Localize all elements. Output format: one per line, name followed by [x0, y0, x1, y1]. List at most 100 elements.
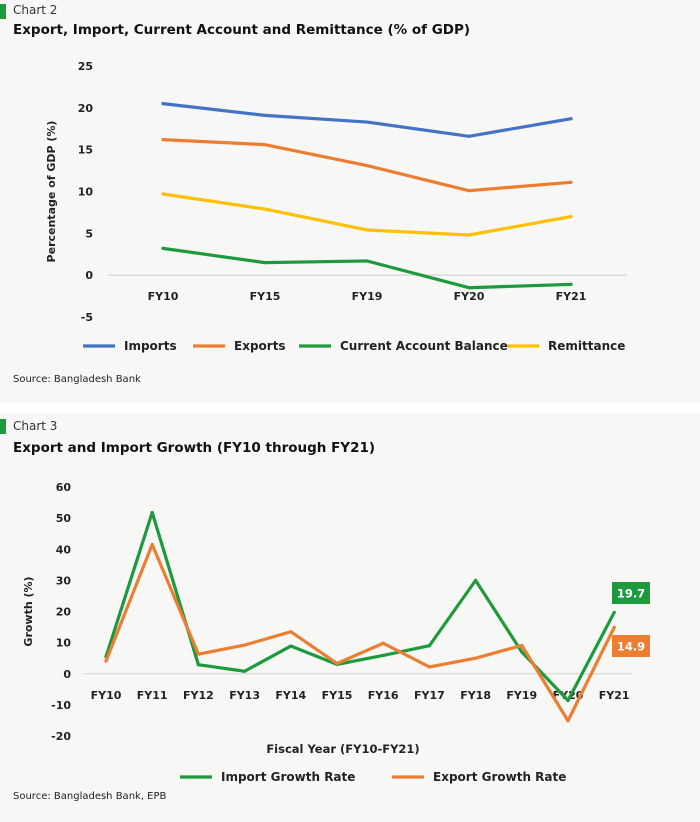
data-point — [520, 650, 524, 654]
chart-2-title: Export, Import, Current Account and Remi… — [13, 22, 471, 38]
data-point — [196, 652, 200, 656]
data-point — [467, 134, 471, 138]
data-point — [104, 659, 108, 663]
end-value-label: 19.7 — [617, 587, 645, 601]
data-point — [289, 644, 293, 648]
y-tick-label: -5 — [81, 311, 93, 324]
data-point — [612, 610, 616, 615]
series-line-0 — [161, 102, 573, 138]
x-tick-label: FY19 — [506, 689, 537, 702]
chart-3-source: Source: Bangladesh Bank, EPB — [13, 791, 167, 802]
x-tick-label: FY13 — [229, 689, 260, 702]
x-tick-label: FY19 — [352, 290, 383, 303]
x-tick-label: FY20 — [454, 290, 485, 303]
data-point — [566, 698, 570, 703]
series-line-2 — [161, 246, 573, 290]
data-point — [289, 630, 293, 634]
legend-label: Export Growth Rate — [433, 770, 566, 784]
end-value-label: 14.9 — [617, 640, 645, 654]
legend-label: Exports — [234, 339, 286, 353]
data-point — [161, 246, 165, 250]
data-point — [161, 138, 165, 142]
y-tick-label: 15 — [78, 144, 93, 157]
data-point — [467, 189, 471, 193]
data-point — [365, 163, 369, 168]
end-value-badge — [612, 582, 650, 604]
chart-2-label: Chart 2 — [13, 3, 58, 17]
chart-2-tag — [0, 4, 6, 19]
data-point — [520, 643, 524, 648]
data-point — [161, 102, 165, 106]
y-axis-title: Percentage of GDP (%) — [45, 121, 58, 263]
data-point — [365, 228, 369, 232]
data-point — [263, 113, 267, 117]
y-tick-label: 30 — [56, 574, 72, 587]
data-point — [263, 261, 267, 265]
y-tick-label: 20 — [56, 606, 72, 619]
data-point — [335, 661, 339, 666]
data-point — [365, 259, 369, 263]
y-tick-label: 25 — [78, 60, 93, 73]
legend-label: Remittance — [548, 339, 625, 353]
y-tick-label: 5 — [85, 227, 93, 240]
y-tick-label: 20 — [78, 102, 94, 115]
x-axis-title: Fiscal Year (FY10-FY21) — [266, 742, 419, 756]
data-point — [569, 117, 573, 121]
end-value-badge — [612, 635, 650, 657]
data-point — [150, 542, 154, 547]
data-point — [263, 207, 267, 211]
data-point — [474, 656, 478, 660]
x-tick-label: FY18 — [460, 689, 491, 702]
x-tick-label: FY14 — [275, 689, 306, 702]
data-point — [474, 578, 478, 582]
chart-3-label: Chart 3 — [13, 419, 58, 433]
data-point — [427, 665, 431, 669]
y-tick-label: 50 — [56, 512, 72, 525]
x-tick-label: FY17 — [414, 689, 445, 702]
data-point — [365, 120, 369, 124]
data-point — [566, 719, 570, 723]
x-tick-label: FY21 — [599, 689, 630, 702]
chart-2-plot: Percentage of GDP (%) 25 20 15 10 5 0 -5 FY10 FY1… — [45, 60, 627, 353]
data-point — [427, 644, 431, 648]
data-point — [263, 143, 267, 147]
data-point — [381, 641, 385, 645]
chart-2-panel: Chart 2 Export, Import, Current Account … — [0, 0, 700, 403]
data-point — [569, 180, 573, 184]
legend-label: Import Growth Rate — [221, 770, 355, 784]
data-point — [467, 286, 471, 290]
data-point — [243, 669, 247, 673]
chart-3-title: Export and Import Growth (FY10 through F… — [13, 440, 376, 456]
series-line-1 — [104, 542, 616, 723]
legend-label: Imports — [124, 339, 177, 353]
legend-label: Current Account Balance — [340, 339, 508, 353]
data-point — [569, 215, 573, 219]
chart-3-plot: Growth (%) 60 50 40 30 20 10 0 -10 -20 FY10 FY11 FY1… — [22, 481, 650, 784]
y-tick-label: 0 — [85, 269, 93, 282]
x-tick-label: FY11 — [137, 689, 168, 702]
x-tick-label: FY10 — [148, 290, 179, 303]
data-point — [161, 192, 165, 196]
y-tick-label: 0 — [63, 668, 71, 681]
y-tick-label: 10 — [78, 186, 94, 199]
y-tick-label: -20 — [51, 730, 71, 743]
chart-3-panel: Chart 3 Export and Import Growth (FY10 t… — [0, 413, 700, 822]
data-point — [381, 653, 385, 657]
y-tick-label: 10 — [56, 637, 72, 650]
y-axis-title: Growth (%) — [22, 576, 35, 646]
data-point — [467, 233, 471, 237]
x-tick-label: FY21 — [556, 290, 587, 303]
y-tick-label: -10 — [51, 699, 71, 712]
x-tick-label: FY16 — [368, 689, 399, 702]
data-point — [150, 510, 154, 515]
data-point — [196, 663, 200, 667]
chart-3-tag — [0, 419, 6, 434]
x-tick-label: FY10 — [91, 689, 122, 702]
y-tick-label: 40 — [56, 543, 72, 556]
x-tick-label: FY12 — [183, 689, 214, 702]
data-point — [243, 643, 247, 647]
data-point — [612, 625, 616, 629]
x-tick-label: FY15 — [322, 689, 353, 702]
y-tick-label: 60 — [56, 481, 72, 494]
x-tick-label: FY15 — [250, 290, 281, 303]
